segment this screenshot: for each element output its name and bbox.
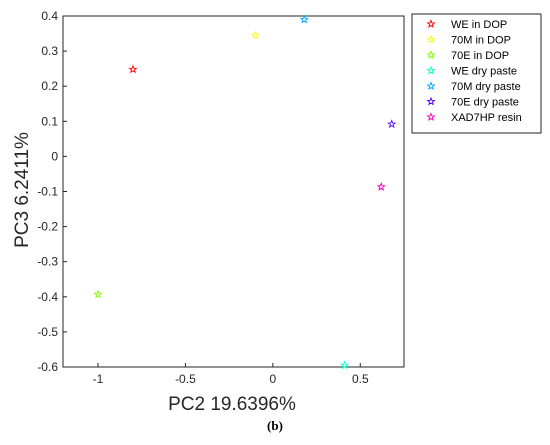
y-tick-label: 0.4: [41, 9, 58, 23]
legend-label: WE dry paste: [451, 66, 517, 78]
legend-label: WE in DOP: [451, 19, 507, 31]
y-axis-label: PC3 6.2411%: [12, 132, 33, 248]
y-tick-label: 0.2: [41, 79, 58, 93]
legend-marker: [426, 19, 436, 28]
y-tick-label: -0.4: [37, 290, 58, 304]
x-tick-label: -0.5: [175, 372, 196, 386]
y-tick-label: 0: [51, 149, 58, 163]
legend-label: 70E in DOP: [451, 50, 509, 62]
y-tick-label: -0.6: [37, 360, 58, 374]
data-point-star: [93, 289, 103, 299]
x-axis-label: PC2 19.6396%: [168, 394, 296, 415]
x-tick-label: -1: [93, 372, 104, 386]
y-axis-ticks: 0.4 0.3 0.2 0.1 0 -0.1 -0.2 -0.3 -0.4 -0.5 -0.6: [37, 9, 67, 374]
legend-label: XAD7HP resin: [451, 112, 522, 124]
x-axis-ticks: -1 -0.5 0 0.5: [93, 363, 369, 386]
y-tick-label: -0.1: [37, 185, 58, 199]
legend-marker: [426, 81, 436, 90]
legend-marker: [426, 34, 436, 44]
data-markers: [93, 14, 397, 370]
y-tick-label: 0.1: [41, 114, 58, 128]
y-tick-label: -0.5: [37, 325, 58, 339]
figure-caption: (b): [267, 418, 283, 433]
data-point-star: [339, 360, 350, 370]
x-tick-label: 0: [270, 372, 277, 386]
legend-label: 70M dry paste: [451, 81, 521, 93]
y-tick-label: -0.3: [37, 255, 58, 269]
legend-marker: [426, 65, 436, 75]
data-point-star: [250, 30, 261, 40]
data-point-star: [376, 182, 386, 191]
data-point-star: [128, 64, 138, 74]
legend-marker: [426, 96, 436, 106]
legend-label: 70M in DOP: [451, 35, 511, 47]
legend-marker: [426, 112, 436, 121]
plot-area: [62, 15, 405, 368]
legend-marker: [426, 50, 436, 59]
legend-label: 70E dry paste: [451, 97, 519, 109]
x-tick-label: 0.5: [352, 372, 369, 386]
data-point-star: [387, 119, 397, 129]
y-tick-label: -0.2: [37, 220, 58, 234]
legend: WE in DOP 70M in DOP 70E in DOP WE dry past…: [411, 13, 542, 134]
data-point-star: [299, 14, 309, 24]
y-tick-label: 0.3: [41, 44, 58, 58]
